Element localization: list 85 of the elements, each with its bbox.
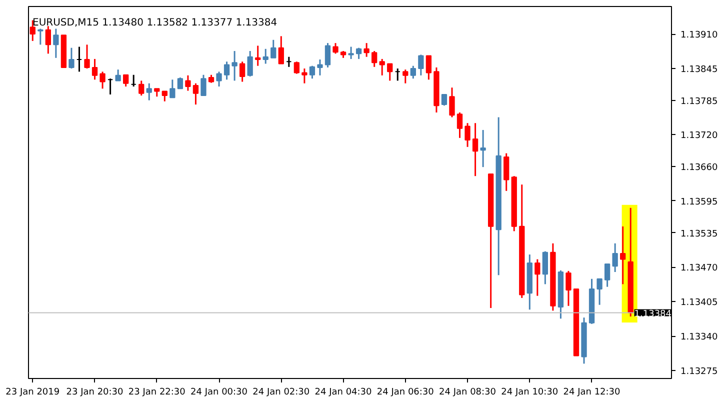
x-tick-label: 24 Jan 08:30 xyxy=(439,388,496,398)
candlestick xyxy=(302,68,308,84)
candlestick xyxy=(418,54,424,76)
y-tick-label: 1.13470 xyxy=(680,264,718,274)
candlestick xyxy=(239,60,246,82)
candlestick xyxy=(394,68,400,82)
candlestick xyxy=(426,55,432,80)
candlestick xyxy=(480,129,486,168)
candlestick xyxy=(262,48,268,64)
candlestick xyxy=(402,68,408,84)
x-tick-label: 24 Jan 12:30 xyxy=(563,388,621,398)
y-tick-label: 1.13660 xyxy=(680,163,718,174)
candlestick xyxy=(84,44,90,70)
candlestick xyxy=(130,74,136,88)
candlestick xyxy=(200,74,206,96)
candlestick xyxy=(255,44,261,67)
candlestick xyxy=(596,278,602,306)
candlestick xyxy=(604,263,610,288)
candlestick xyxy=(224,60,230,80)
candlestick xyxy=(45,25,52,54)
y-tick-label: 1.13340 xyxy=(680,332,718,343)
y-tick-label: 1.13910 xyxy=(680,30,718,41)
candlestick xyxy=(76,46,82,72)
candlestick xyxy=(146,82,152,102)
y-tick-label: 1.13720 xyxy=(680,131,718,142)
candlestick xyxy=(309,65,316,80)
candlestick xyxy=(348,46,354,60)
candlestick xyxy=(192,82,199,106)
candlestick xyxy=(566,270,572,307)
candlestick xyxy=(170,78,176,98)
candlestick xyxy=(449,86,455,118)
candlestick xyxy=(324,42,331,68)
x-tick-label: 23 Jan 2019 xyxy=(6,388,60,398)
candlestick xyxy=(123,74,129,88)
y-tick-label: 1.13785 xyxy=(680,96,718,107)
x-tick-label: 24 Jan 00:30 xyxy=(190,388,248,398)
candlestick xyxy=(107,78,114,96)
candlestick xyxy=(232,50,238,82)
ref-line-label: 1.13384 xyxy=(634,309,672,320)
candlestick xyxy=(317,58,323,76)
candlestick xyxy=(115,68,121,82)
candlestick xyxy=(472,122,478,177)
candlestick xyxy=(138,80,144,96)
candlestick xyxy=(100,70,106,90)
candlestick xyxy=(53,28,59,59)
candlestick xyxy=(177,76,184,90)
candlestick xyxy=(410,65,416,80)
candlestick xyxy=(162,90,168,102)
x-tick-label: 23 Jan 20:30 xyxy=(66,388,124,398)
candlestick xyxy=(30,20,36,42)
candlestick xyxy=(286,56,292,68)
text: EURUSD,M15 1.13480 1.13582 1.13377 1.13384 xyxy=(32,18,278,28)
x-tick-label: 23 Jan 22:30 xyxy=(128,388,186,398)
candlestick xyxy=(387,62,393,82)
candlestick xyxy=(278,35,284,64)
candlestick xyxy=(38,28,44,46)
candlestick xyxy=(364,42,370,58)
candlestick xyxy=(542,250,548,285)
candlestick xyxy=(456,112,463,139)
y-tick-label: 1.13845 xyxy=(680,65,718,75)
candlestick xyxy=(612,242,618,273)
x-tick-label: 24 Jan 02:30 xyxy=(252,388,310,398)
candlestick xyxy=(92,58,98,80)
candlestick xyxy=(441,94,448,106)
candlestick xyxy=(270,39,276,59)
candlestick xyxy=(372,50,378,68)
candlestick xyxy=(504,152,510,192)
candlestick xyxy=(247,50,253,78)
candlestick xyxy=(464,122,470,148)
candlestick xyxy=(534,258,540,297)
candlestick xyxy=(216,70,222,88)
candlestick xyxy=(294,60,300,75)
y-tick-label: 1.13595 xyxy=(680,197,718,208)
x-tick-label: 24 Jan 04:30 xyxy=(314,388,372,398)
y-tick-label: 1.13405 xyxy=(680,298,718,308)
x-tick-label: 24 Jan 10:30 xyxy=(501,388,558,398)
candlestick xyxy=(68,47,74,70)
y-tick-label: 1.13535 xyxy=(680,229,718,240)
y-tick-label: 1.13275 xyxy=(680,367,718,378)
candlestick xyxy=(620,226,626,285)
candlestick xyxy=(356,47,362,60)
candlestick xyxy=(185,74,191,92)
candlestick xyxy=(379,58,385,76)
candlestick xyxy=(332,42,338,54)
x-tick-label: 24 Jan 06:30 xyxy=(376,388,434,398)
